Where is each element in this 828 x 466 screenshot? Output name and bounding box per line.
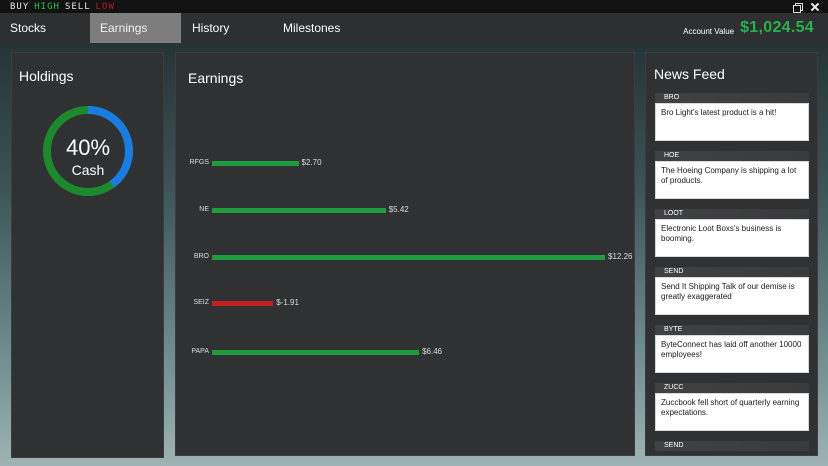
bar-row: NE $5.42 [176,204,631,216]
earnings-bar [212,350,420,355]
news-ticker: SEND [664,268,684,275]
bar-value-label: $5.42 [388,205,409,214]
news-ticker-header: HOE [655,151,809,161]
holdings-title: Holdings [19,68,74,84]
bar-row: SEIZ $-1.91 [176,297,631,309]
title-bar: BUY HIGH SELL LOW [0,0,828,13]
news-ticker-header: ZUCC [655,383,809,393]
bar-row: PAPA $6.46 [176,346,631,358]
window-controls [792,0,820,13]
account-value-label: Account Value [683,26,735,36]
news-ticker-header: BYTE [655,325,809,335]
nav-bar: Stocks Earnings History Milestones Accou… [0,13,828,43]
bar-category-label: SEIZ [193,299,209,306]
logo-word-buy: BUY [10,1,30,12]
news-item[interactable]: HOE The Hoeing Company is shipping a lot … [655,151,809,199]
donut-center: 40% Cash [42,105,134,197]
donut-cash-arc [43,106,133,196]
logo-word-high: HIGH [34,1,60,12]
bar-row: BRO $12.26 [176,251,633,263]
news-ticker-header: LOOT [655,209,809,219]
news-ticker: BYTE [664,326,683,333]
close-icon[interactable] [810,2,820,12]
restore-icon[interactable] [792,2,803,13]
news-item[interactable]: SEND Send It Shipping Talk of our demise … [655,267,809,315]
news-headline: The Hoeing Company is shipping a lot of … [655,161,809,199]
earnings-bar [212,161,299,166]
earnings-bar [212,301,274,306]
news-headline: Electronic Loot Boxs's business is boomi… [655,219,809,257]
news-ticker-header: SEND [655,441,809,451]
earnings-panel: Earnings RFGS $2.70 NE $5.42 BRO $12.26 SEIZ $-… [175,52,635,456]
bar-value-label: $12.26 [608,252,633,261]
news-headline: Zuccbook fell short of quarterly earning… [655,393,809,431]
tab-earnings[interactable]: Earnings [90,13,181,43]
bar-value-label: $2.70 [301,158,322,167]
account-value: $1,024.54 [740,19,814,36]
news-item[interactable]: BYTE ByteConnect has laid off another 100… [655,325,809,373]
earnings-bar [212,208,386,213]
logo-word-low: LOW [95,1,115,12]
news-ticker: ZUCC [664,384,684,391]
account-summary: Account Value $1,024.54 [683,13,814,43]
news-ticker: SEND [664,442,684,449]
bar-value-label: $6.46 [422,347,443,356]
news-ticker: HOE [664,152,680,159]
news-headline: Bro Light's latest product is a hit! [655,103,809,141]
news-item[interactable]: ZUCC Zuccbook fell short of quarterly ear… [655,383,809,431]
news-item[interactable]: BRO Bro Light's latest product is a hit! [655,93,809,141]
cash-percent: 40% [65,135,111,160]
tab-milestones[interactable]: Milestones [283,21,341,35]
news-item[interactable]: SEND [655,441,809,451]
news-headline: Send It Shipping Talk of our demise is g… [655,277,809,315]
news-ticker-header: BRO [655,93,809,103]
earnings-bar [212,255,605,260]
news-ticker-header: SEND [655,267,809,277]
news-headline: ByteConnect has laid off another 10000 e… [655,335,809,373]
news-ticker: LOOT [664,210,684,217]
holdings-panel: Holdings 40% Cash [11,52,164,458]
bar-category-label: PAPA [191,348,209,355]
tab-history[interactable]: History [192,21,230,35]
logo-word-sell: SELL [64,1,91,12]
news-feed-title: News Feed [654,66,725,82]
cash-label: Cash [71,162,105,178]
holdings-donut-chart [43,106,133,196]
bar-row: RFGS $2.70 [176,157,631,169]
earnings-title: Earnings [188,70,244,86]
bar-category-label: RFGS [189,159,209,166]
bar-category-label: NE [199,206,209,213]
news-feed-panel: News Feed BRO Bro Light's latest product … [645,52,818,456]
app-logo: BUY HIGH SELL LOW [0,2,115,12]
tab-stocks[interactable]: Stocks [10,21,47,35]
bar-value-label: $-1.91 [276,298,299,307]
news-ticker: BRO [664,94,680,101]
bar-category-label: BRO [193,253,209,260]
news-item[interactable]: LOOT Electronic Loot Boxs's business is b… [655,209,809,257]
